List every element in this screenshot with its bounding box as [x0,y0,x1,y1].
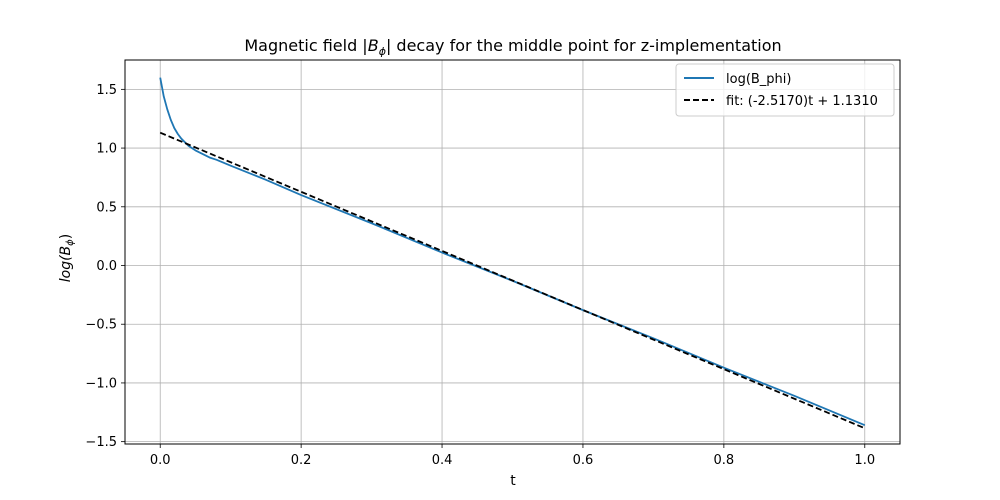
ylabel-prefix: log( [58,255,74,282]
x-tick-label: 0.0 [150,453,171,468]
legend-label-log-bphi: log(B_phi) [726,72,791,87]
legend-label-fit: fit: (-2.5170)t + 1.1310 [726,94,878,109]
y-tick-label: −0.5 [85,318,117,333]
legend: log(B_phi) fit: (-2.5170)t + 1.1310 [675,63,895,117]
x-tick-label: 1.0 [854,453,875,468]
ylabel-base: B [58,246,74,256]
legend-box [675,63,895,117]
chart-title: Magnetic field |Bϕ| decay for the middle… [244,36,781,58]
y-tick-label: 0.0 [96,259,117,274]
y-tick-label: −1.0 [85,376,117,391]
x-tick-label: 0.4 [432,453,453,468]
ylabel-sub: ϕ [65,239,76,246]
series-line-fit [159,131,866,430]
y-tick-label: −1.5 [85,435,117,450]
axes-frame [124,59,901,445]
x-axis-label: t [510,473,516,489]
ticks: 0.0 0.2 0.4 0.6 0.8 1.0 −1.5 −1.0 −0.5 0.0 0.5 1.0 1… [85,83,875,468]
x-tick-label: 0.2 [291,453,312,468]
title-prefix: Magnetic field | [244,36,367,55]
title-suffix: | decay for the middle point for z-imple… [386,36,782,55]
title-math-base: B [368,36,379,55]
series-line-log-bphi [159,77,866,427]
y-axis-label: log(Bϕ) [58,234,76,283]
ylabel-suffix: ) [58,234,74,239]
y-tick-label: 1.5 [96,83,117,98]
y-tick-label: 1.0 [96,142,117,157]
y-tick-label: 0.5 [96,200,117,215]
grid [125,60,900,444]
plot-area [159,77,866,430]
x-tick-label: 0.8 [714,453,735,468]
title-math-sub: ϕ [379,45,386,58]
x-tick-label: 0.6 [573,453,594,468]
